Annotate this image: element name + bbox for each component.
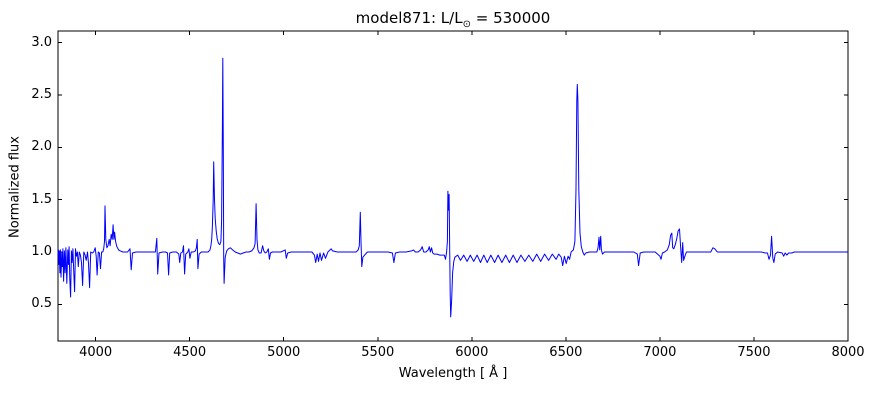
y-tick-label: 3.0: [31, 34, 52, 50]
y-tick-label: 1.0: [31, 243, 52, 259]
x-tick-label: 6000: [455, 345, 489, 360]
x-tick-label: 5000: [267, 345, 301, 360]
spectrum-line: [57, 57, 848, 318]
x-tick-label: 7000: [643, 345, 677, 360]
x-axis-label: Wavelength [ Å ]: [398, 366, 508, 381]
chart-title-value: = 530000: [470, 9, 551, 27]
y-tick-label: 1.5: [31, 191, 52, 207]
x-tick-label: 7500: [737, 345, 771, 360]
y-tick-label: 2.5: [31, 86, 52, 102]
x-tick-label: 5500: [361, 345, 395, 360]
axis-ticks: [58, 31, 849, 341]
solar-symbol: ⊙: [462, 19, 471, 30]
y-tick-label: 0.5: [31, 296, 52, 312]
plot-frame: [57, 30, 849, 342]
chart-title: model871: L/L⊙ = 530000: [355, 9, 551, 30]
x-tick-label: 6500: [549, 345, 583, 360]
y-tick-label: 2.0: [31, 139, 52, 155]
x-tick-label: 4000: [79, 345, 113, 360]
chart-title-text: model871: L/L: [355, 9, 463, 27]
x-tick-label: 8000: [831, 345, 865, 360]
x-tick-label: 4500: [173, 345, 207, 360]
